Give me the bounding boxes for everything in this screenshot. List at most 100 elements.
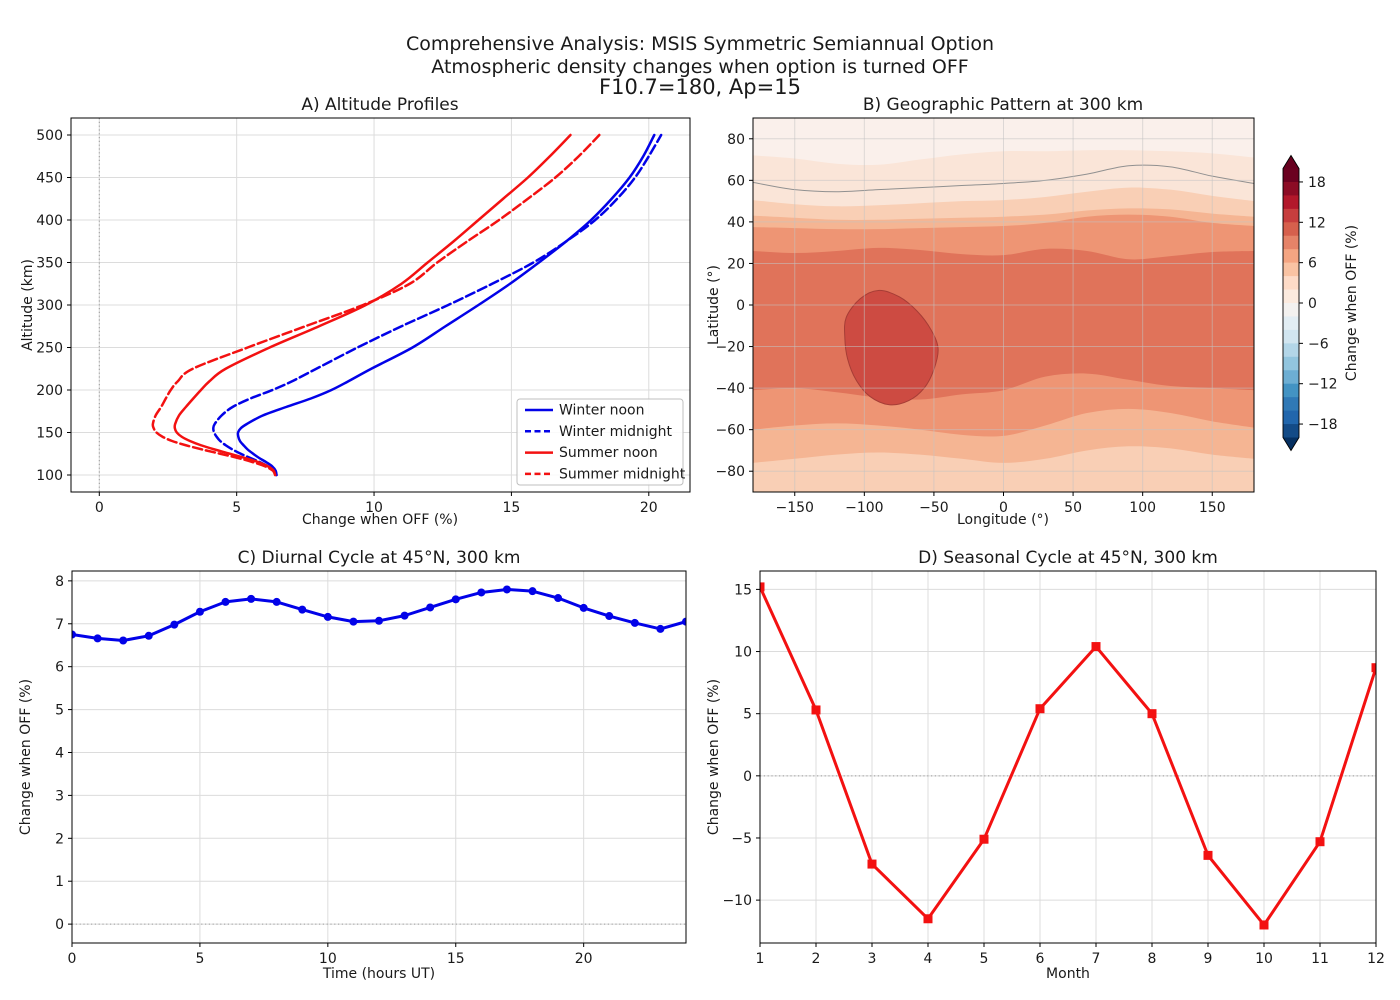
series-summer-noon <box>173 133 572 477</box>
tick-label: 9 <box>1204 951 1213 967</box>
figure-suptitle-line1: Comprehensive Analysis: MSIS Symmetric S… <box>405 33 995 55</box>
data-point <box>1259 920 1269 930</box>
tick-label: 0 <box>1308 296 1317 312</box>
tick-label: 5 <box>980 951 989 967</box>
tick-label: 15 <box>447 951 465 967</box>
tick-label: 350 <box>36 256 63 272</box>
colorbar-cell <box>1283 316 1299 331</box>
colorbar-cell <box>1283 397 1299 412</box>
colorbar-cell <box>1283 303 1299 318</box>
tick-label: 400 <box>36 213 63 229</box>
tick-label: 18 <box>1308 175 1326 191</box>
tick-label: 10 <box>1255 951 1273 967</box>
tick-label: −18 <box>1308 417 1338 433</box>
tick-label: 0 <box>999 500 1008 516</box>
tick-label: 0 <box>743 769 752 785</box>
panel-b-ticks: −150 −100 −50 0 50 100 150 −80 −60 −40 −20 0 20 40 60 8… <box>715 132 1225 516</box>
contour-blob-max <box>844 289 939 406</box>
data-point <box>1035 704 1045 714</box>
tick-label: 10 <box>319 951 337 967</box>
panel-c-diurnal-cycle-line <box>72 587 686 643</box>
legend-label: Winter midnight <box>559 424 673 440</box>
data-point <box>630 618 639 627</box>
tick-label: 11 <box>1311 951 1329 967</box>
data-point <box>375 616 383 625</box>
tick-label: 3 <box>868 951 877 967</box>
panel-d-seasonal-cycle-line <box>760 586 1376 927</box>
panel-c-diurnal-cycle: 0 5 10 15 20 0 1 2 3 4 5 6 7 8 <box>55 570 687 967</box>
panel-b-title: B) Geographic Pattern at 300 km <box>862 95 1144 115</box>
data-point <box>554 594 563 603</box>
tick-label: 5 <box>232 500 241 516</box>
data-point <box>451 595 460 604</box>
tick-label: 0 <box>736 298 745 314</box>
tick-label: 2 <box>812 951 821 967</box>
data-point <box>119 636 128 645</box>
tick-label: 6 <box>1036 951 1045 967</box>
data-point <box>867 859 877 869</box>
colorbar-cell <box>1283 249 1299 264</box>
colorbar-under-arrow <box>1283 437 1299 451</box>
panel-a-title: A) Altitude Profiles <box>301 95 459 115</box>
figure-suptitle-line3: F10.7=180, Ap=15 <box>599 75 801 99</box>
colorbar-cell <box>1283 424 1299 439</box>
tick-label: 300 <box>36 298 63 314</box>
data-point <box>349 617 358 626</box>
panel-c-ylabel: Change when OFF (%) <box>18 678 34 836</box>
tick-label: 150 <box>1199 500 1226 516</box>
data-point <box>605 612 614 621</box>
tick-label: 10 <box>365 500 383 516</box>
tick-label: 500 <box>36 128 63 144</box>
tick-label: 0 <box>55 917 64 933</box>
data-point <box>247 594 256 603</box>
data-point <box>1203 850 1213 860</box>
tick-label: 7 <box>1092 951 1101 967</box>
colorbar-cell <box>1283 410 1299 425</box>
colorbar: 18 12 6 0 −6 −12 −18 <box>1282 154 1338 452</box>
data-point <box>923 914 933 924</box>
tick-label: −80 <box>715 464 745 480</box>
colorbar-cell <box>1283 262 1299 277</box>
colorbar-cell <box>1283 383 1299 398</box>
panel-d-seasonal-cycle-spines <box>759 570 1377 944</box>
colorbar-cell <box>1283 208 1299 223</box>
colorbar-cell <box>1283 181 1299 196</box>
panel-d-seasonal-cycle-markers <box>760 582 1376 930</box>
data-point <box>1315 837 1325 847</box>
figure-suptitle-line2: Atmospheric density changes when option … <box>431 56 969 78</box>
tick-label: 20 <box>640 500 658 516</box>
data-point <box>72 630 76 639</box>
tick-label: 450 <box>36 171 63 187</box>
tick-label: 150 <box>36 426 63 442</box>
grid <box>72 571 686 943</box>
tick-label: −6 <box>1308 336 1329 352</box>
colorbar-cell <box>1283 276 1299 291</box>
tick-label: 5 <box>743 707 752 723</box>
legend: Winter noon Winter midnight Summer noon Sum… <box>516 398 686 486</box>
data-point <box>93 634 102 643</box>
map-grid <box>753 118 1254 492</box>
data-point <box>426 603 435 612</box>
tick-label: 6 <box>1308 256 1317 272</box>
colorbar-cell <box>1283 289 1299 304</box>
tick-label: 0 <box>95 500 104 516</box>
panel-d-xlabel: Month <box>1046 966 1090 982</box>
tick-label: −20 <box>715 340 745 356</box>
colorbar-cell <box>1283 356 1299 371</box>
tick-label: 15 <box>503 500 521 516</box>
data-point <box>1091 642 1101 652</box>
data-point <box>811 705 821 715</box>
series-winter-noon <box>236 133 656 477</box>
tick-label: 60 <box>727 173 745 189</box>
tick-label: 7 <box>55 617 64 633</box>
colorbar-cell <box>1283 195 1299 210</box>
panel-c-xlabel: Time (hours UT) <box>322 966 436 982</box>
tick-label: 15 <box>734 582 752 598</box>
tick-label: 50 <box>1064 500 1082 516</box>
colorbar-cell <box>1283 235 1299 250</box>
tick-label: 1 <box>756 951 765 967</box>
panel-a-ticks: 0 5 10 15 20 100 150 200 250 300 350 400 450 500 <box>36 128 657 516</box>
